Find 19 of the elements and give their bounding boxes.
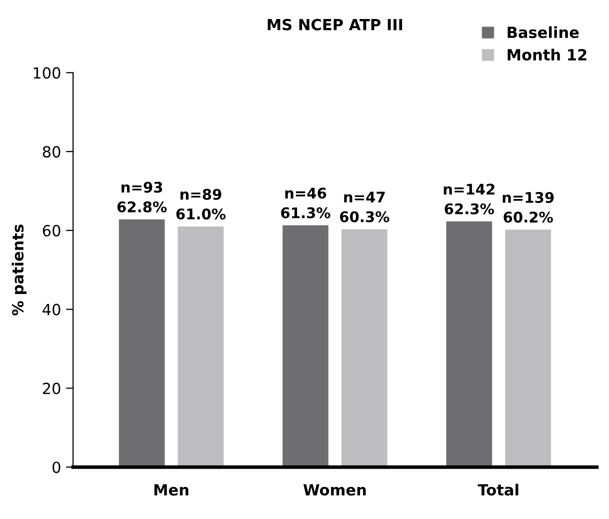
x-tick-label: Total <box>478 484 518 496</box>
y-tick-label: 80 <box>42 146 60 158</box>
legend-label: Month 12 <box>508 48 586 61</box>
y-tick-label: 0 <box>52 462 60 474</box>
y-tick-label: 100 <box>34 67 60 79</box>
y-tick-label: 20 <box>42 382 60 394</box>
x-tick-label: Women <box>303 484 366 496</box>
data-label: n=89 61.0% <box>176 188 226 220</box>
data-label: n=46 61.3% <box>281 188 330 218</box>
y-axis-title: % patients <box>12 224 27 316</box>
data-label: n=142 62.3% <box>444 184 494 214</box>
data-label: n=139 60.2% <box>502 192 554 223</box>
y-tick-label: 60 <box>42 224 60 236</box>
x-tick-label: Men <box>154 484 188 496</box>
chart-title: MS NCEP ATP III <box>268 18 402 30</box>
legend-label: Baseline <box>508 26 579 38</box>
data-label: n=93 62.8% <box>117 182 167 212</box>
data-label: n=47 60.3% <box>340 192 390 222</box>
y-tick-label: 40 <box>42 304 60 316</box>
